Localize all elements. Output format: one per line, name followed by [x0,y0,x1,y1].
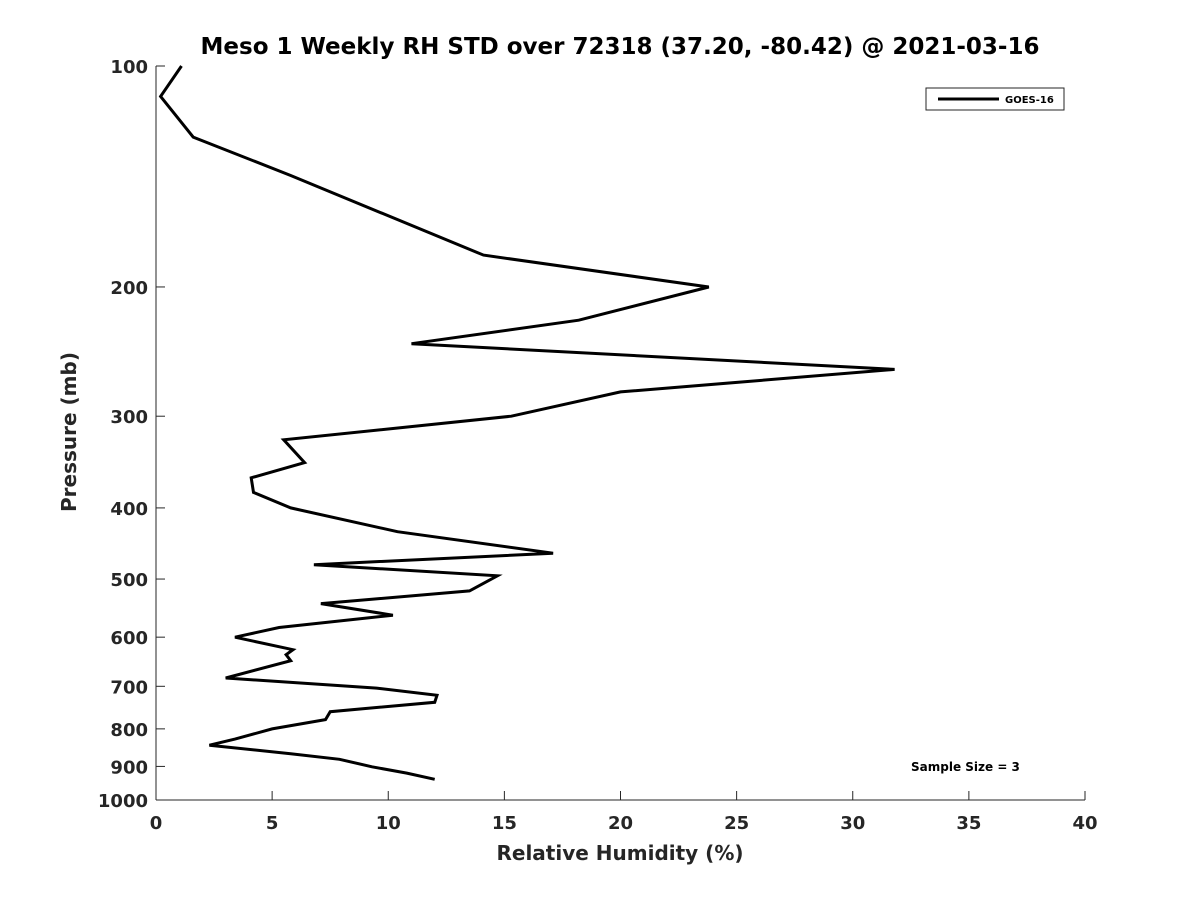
legend-label-goes-16: GOES-16 [1005,95,1054,106]
y-axis-label: Pressure (mb) [57,352,81,512]
x-axis-label: Relative Humidity (%) [496,841,743,865]
tick-labels: 0 5 10 15 20 25 30 35 40 100 200 300 400 500 600 700 800… [98,57,1098,834]
y-tick-label: 1000 [98,791,148,812]
y-tick-label: 400 [110,499,148,520]
x-tick-label: 0 [150,813,163,834]
series [158,65,895,781]
y-tick-label: 200 [110,278,148,299]
y-tick-label: 500 [110,570,148,591]
tick-marks [155,65,1086,801]
x-tick-label: 40 [1072,813,1097,834]
sample-size-annotation: Sample Size = 3 [911,760,1020,774]
y-tick-label: 600 [110,628,148,649]
series-line-goes-16 [158,65,895,781]
y-tick-label: 900 [110,757,148,778]
x-tick-label: 25 [724,813,749,834]
x-tick-label: 35 [956,813,981,834]
legend: GOES-16 [925,87,1065,111]
y-tick-label: 700 [110,677,148,698]
x-tick-label: 10 [376,813,401,834]
y-tick-label: 300 [110,407,148,428]
chart-title: Meso 1 Weekly RH STD over 72318 (37.20, … [201,34,1040,60]
y-tick-label: 800 [110,720,148,741]
y-tick-label: 100 [110,57,148,78]
x-tick-label: 5 [266,813,279,834]
x-tick-label: 15 [492,813,517,834]
x-tick-label: 20 [608,813,633,834]
x-tick-label: 30 [840,813,865,834]
